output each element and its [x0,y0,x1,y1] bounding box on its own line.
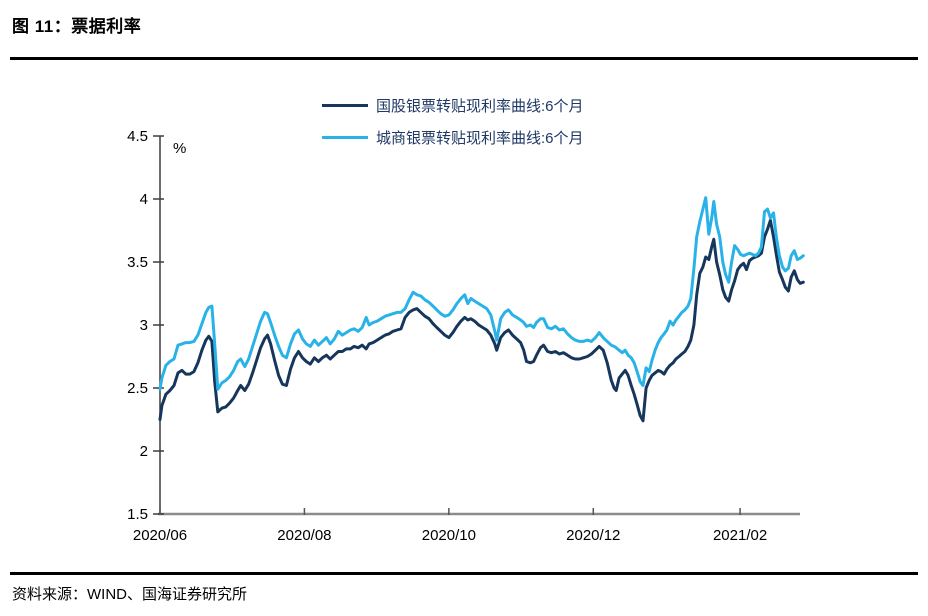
x-tick-label: 2020/06 [133,527,187,544]
source-note: 资料来源：WIND、国海证券研究所 [12,586,247,603]
chart-legend: 国股银票转贴现利率曲线:6个月 城商银票转贴现利率曲线:6个月 [322,92,584,156]
y-tick-label: 2 [140,443,148,460]
figure-title: 图 11：票据利率 [12,17,142,36]
y-tick-label: 3.5 [127,254,148,271]
y-tick-label: 4.5 [127,128,148,145]
bottom-divider [10,572,918,575]
x-tick-label: 2021/02 [713,527,767,544]
legend-item-chengshang: 城商银票转贴现利率曲线:6个月 [322,124,584,150]
y-tick-label: 4 [140,191,148,208]
series-line-0 [158,218,805,423]
unit-label: % [173,140,186,157]
x-tick-label: 2020/10 [422,527,476,544]
top-divider [10,57,918,60]
x-tick-label: 2020/12 [566,527,620,544]
y-tick-label: 2.5 [127,380,148,397]
navy-line-swatch [322,103,368,107]
x-tick-label: 2020/08 [277,527,331,544]
legend-item-guogu: 国股银票转贴现利率曲线:6个月 [322,92,584,118]
legend-label: 国股银票转贴现利率曲线:6个月 [376,97,584,115]
lightblue-line-swatch [322,135,368,139]
legend-label: 城商银票转贴现利率曲线:6个月 [376,129,584,147]
rate-line-chart: 4.5 4 3.5 3 2.5 2 1.5 2020/06 2020/08 2020/10 2020… [127,128,805,544]
y-tick-label: 1.5 [127,506,148,523]
y-tick-label: 3 [140,317,148,334]
series-line-1 [158,196,805,391]
